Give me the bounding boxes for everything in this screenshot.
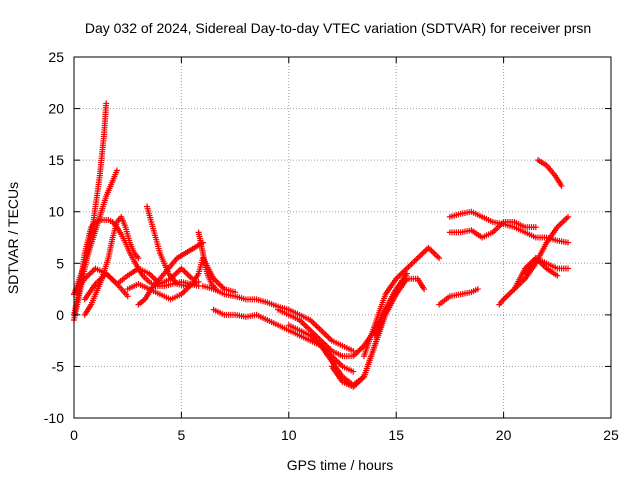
series-track-17 — [371, 270, 410, 339]
series-track-16 — [360, 244, 443, 360]
data-point-marker — [532, 224, 539, 231]
y-tick-label: 0 — [56, 307, 64, 323]
x-axis-label: GPS time / hours — [287, 457, 394, 473]
data-point-marker — [350, 368, 357, 375]
data-point-marker — [558, 182, 565, 189]
chart-title: Day 032 of 2024, Sidereal Day-to-day VTE… — [85, 20, 591, 36]
data-point-marker — [195, 278, 202, 285]
data-point-marker — [103, 100, 110, 107]
data-point-marker — [135, 255, 142, 262]
y-tick-label: -10 — [44, 410, 64, 426]
y-tick-label: 5 — [56, 255, 64, 271]
series-track-19 — [446, 208, 572, 246]
series-track-20 — [446, 219, 539, 241]
series-track-08 — [144, 203, 202, 289]
y-tick-label: -5 — [52, 358, 65, 374]
x-tick-label: 10 — [281, 427, 297, 443]
series-track-23 — [522, 255, 561, 279]
series-track-09 — [124, 255, 239, 303]
x-tick-label: 0 — [70, 427, 78, 443]
data-point-marker — [403, 270, 410, 277]
y-tick-label: 15 — [48, 152, 64, 168]
y-tick-label: 10 — [48, 204, 64, 220]
data-point-marker — [421, 286, 428, 293]
y-tick-label: 25 — [48, 49, 64, 65]
series-track-24 — [534, 157, 565, 189]
data-point-marker — [124, 293, 131, 300]
data-point-marker — [554, 272, 561, 279]
x-tick-label: 25 — [603, 427, 619, 443]
data-point-marker — [565, 213, 572, 220]
axis-ticks: 0 5 10 15 20 25 -10 -5 0 5 10 15 20 25 — [44, 49, 619, 443]
series-track-06 — [81, 213, 142, 318]
y-tick-label: 20 — [48, 101, 64, 117]
x-tick-label: 15 — [388, 427, 404, 443]
data-point-marker — [474, 286, 481, 293]
series-track-11 — [199, 282, 357, 354]
data-point-marker — [350, 347, 357, 354]
plot-frame — [73, 56, 612, 419]
x-tick-label: 20 — [496, 427, 512, 443]
data-point-marker — [565, 239, 572, 246]
series-track-10 — [195, 229, 219, 293]
series-track-18 — [436, 286, 481, 308]
data-point-marker — [436, 255, 443, 262]
x-tick-label: 5 — [178, 427, 186, 443]
data-points — [71, 100, 572, 391]
series-track-15 — [328, 275, 428, 391]
data-point-marker — [113, 167, 120, 174]
grid-lines — [74, 57, 611, 418]
y-axis-label: SDTVAR / TECUs — [5, 182, 21, 294]
data-point-marker — [565, 265, 572, 272]
